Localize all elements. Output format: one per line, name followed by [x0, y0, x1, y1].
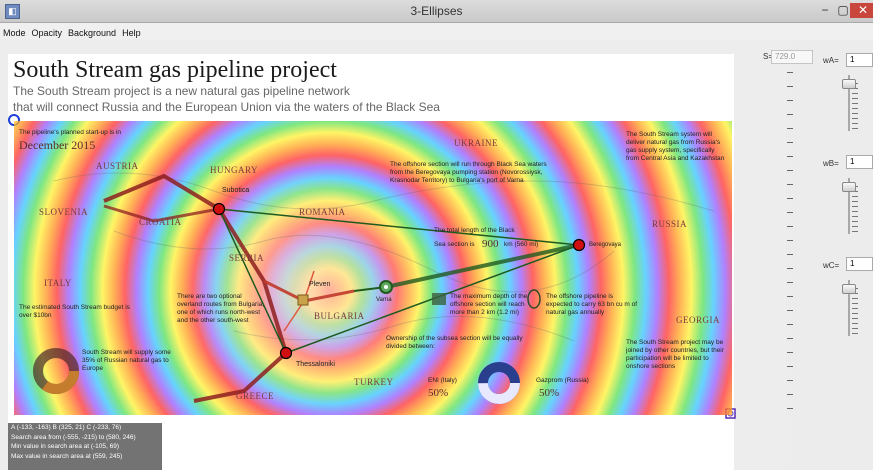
length-value: 900 [482, 238, 499, 250]
label-hungary: HUNGARY [210, 165, 259, 175]
label-romania: ROMANIA [299, 207, 346, 217]
poster-title: South Stream gas pipeline project [13, 57, 337, 83]
label-turkey: TURKEY [354, 377, 394, 387]
wa-label: wA= [823, 56, 839, 65]
vertex-c[interactable] [279, 346, 293, 360]
length-note-2: Sea section is [434, 241, 475, 248]
status-line-min: Min value in search area at (-105, 69) [11, 443, 120, 450]
close-button[interactable]: ✕ [850, 3, 873, 18]
eni-value: 50% [428, 387, 449, 399]
wc-slider[interactable] [839, 280, 859, 336]
window-title: 3-Ellipses [410, 4, 463, 18]
city-pleven: Pleven [309, 281, 331, 288]
wa-slider[interactable] [839, 75, 859, 131]
wb-slider[interactable] [839, 178, 859, 234]
status-line-search-area: Search area from (-555, -215) to (580, 2… [11, 433, 136, 441]
city-varna: Varna [376, 297, 392, 303]
wc-label: wC= [823, 261, 840, 270]
vertex-b[interactable] [572, 238, 586, 252]
start-note: The pipeline's planned start-up is in [19, 129, 122, 136]
heatmap-overlay [14, 121, 732, 415]
control-panel [785, 40, 873, 470]
s-label: S= [763, 52, 774, 61]
poster-subtitle-line1: The South Stream project is a new natura… [13, 84, 350, 98]
wa-slider-knob[interactable] [842, 79, 856, 89]
window-titlebar: ◧ 3-Ellipses − ▢ ✕ [0, 0, 873, 23]
app-icon: ◧ [5, 4, 20, 19]
city-thessaloniki: Thessaloniki [296, 361, 335, 368]
depth-note: The maximum depth of the offshore sectio… [450, 293, 528, 316]
wb-label: wB= [823, 159, 839, 168]
label-italy: ITALY [44, 278, 72, 288]
joined-note: The South Stream project may be joined b… [626, 339, 724, 370]
europe-note: South Stream will supply some 35% of Rus… [82, 349, 171, 372]
menu-background[interactable]: Background [68, 28, 117, 38]
length-note-1: The total length of the Black [434, 227, 515, 234]
maximize-button[interactable]: ▢ [837, 3, 849, 17]
gazprom-label: Gazprom (Russia) [536, 377, 589, 384]
minimize-button[interactable]: − [821, 3, 829, 17]
budget-note: The estimated South Stream budget is ove… [19, 304, 130, 319]
wb-slider-knob[interactable] [842, 182, 856, 192]
wc-field[interactable]: 1 [846, 257, 873, 271]
s-scale-ticks [787, 72, 797, 422]
wa-field[interactable]: 1 [846, 53, 873, 67]
menu-help[interactable]: Help [122, 28, 141, 38]
menu-mode[interactable]: Mode [3, 28, 26, 38]
wb-field[interactable]: 1 [846, 155, 873, 169]
city-beregovaya: Beregovaya [589, 242, 622, 248]
status-line-max: Max value in search area at (559, 245) [11, 452, 123, 460]
status-line-points: A (-133, -163) B (325, 21) C (-233, 76) [11, 424, 122, 431]
vertex-a[interactable] [212, 202, 226, 216]
poster-subtitle-line2: that will connect Russia and the Europea… [13, 100, 440, 114]
length-unit: km (560 mi) [504, 241, 539, 248]
menu-bar: Mode Opacity Background Help [0, 23, 873, 39]
label-bulgaria: BULGARIA [314, 311, 365, 321]
label-slovenia: SLOVENIA [39, 207, 88, 217]
gazprom-value: 50% [539, 387, 560, 399]
status-overlay: A (-133, -163) B (325, 21) C (-233, 76) … [8, 423, 162, 470]
offshore-note: The offshore section will run through Bl… [390, 161, 547, 184]
ownership-note: Ownership of the subsea section will be … [386, 335, 523, 350]
label-serbia: SERBIA [229, 253, 265, 263]
s-value-field[interactable]: 729.0 [771, 50, 813, 64]
wc-slider-knob[interactable] [842, 284, 856, 294]
label-russia: RUSSIA [652, 219, 688, 229]
heatmap-map[interactable]: The pipeline's planned start-up is in De… [14, 121, 732, 415]
eni-label: ENI (Italy) [428, 377, 457, 384]
label-croatia: CROATIA [139, 217, 182, 227]
capacity-note: The offshore pipeline is expected to car… [546, 293, 638, 316]
label-georgia: GEORGIA [676, 315, 720, 325]
label-austria: AUSTRIA [96, 161, 139, 171]
label-greece: GREECE [236, 391, 274, 401]
menu-opacity[interactable]: Opacity [31, 28, 63, 38]
city-subotica: Subotica [222, 187, 250, 194]
routes-note: There are two optional overland routes f… [177, 293, 265, 324]
label-ukraine: UKRAINE [454, 138, 498, 148]
start-date: December 2015 [19, 138, 96, 152]
supply-note: The South Stream system will deliver nat… [626, 131, 725, 162]
